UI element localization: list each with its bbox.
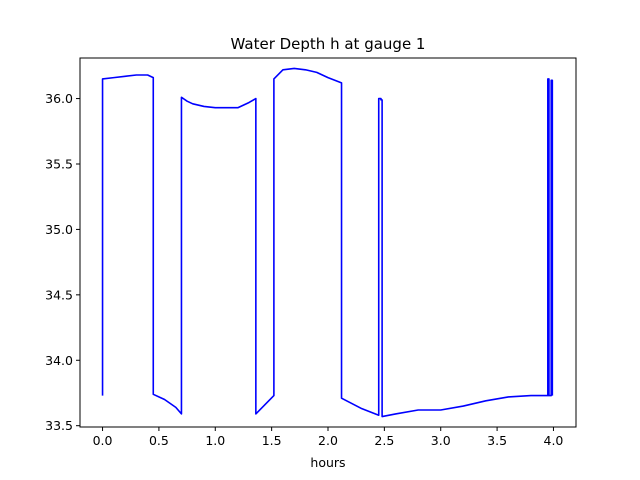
y-tick-label: 35.0 bbox=[45, 222, 73, 237]
y-tick-label: 34.0 bbox=[45, 353, 73, 368]
y-tick-label: 36.0 bbox=[45, 91, 73, 106]
x-tick-label: 4.0 bbox=[544, 433, 564, 448]
x-tick-label: 0.5 bbox=[149, 433, 169, 448]
x-tick-label: 3.5 bbox=[487, 433, 507, 448]
chart-title: Water Depth h at gauge 1 bbox=[231, 35, 426, 53]
x-axis-label: hours bbox=[310, 455, 345, 470]
x-axis: 0.0 0.5 1.0 1.5 2.0 2.5 3.0 3.5 4.0 bbox=[93, 427, 564, 448]
x-tick-label: 2.0 bbox=[318, 433, 338, 448]
plot-area bbox=[101, 67, 554, 418]
y-tick-label: 35.5 bbox=[45, 156, 73, 171]
series-line-0 bbox=[101, 67, 554, 418]
y-tick-label: 34.5 bbox=[45, 287, 73, 302]
x-tick-label: 3.0 bbox=[431, 433, 451, 448]
x-tick-label: 1.0 bbox=[205, 433, 225, 448]
x-tick-label: 1.5 bbox=[262, 433, 282, 448]
x-tick-label: 0.0 bbox=[93, 433, 113, 448]
y-axis: 33.5 34.0 34.5 35.0 35.5 36.0 bbox=[45, 91, 80, 433]
y-tick-label: 33.5 bbox=[45, 418, 73, 433]
x-tick-label: 2.5 bbox=[374, 433, 394, 448]
axes-frame bbox=[79, 57, 577, 428]
